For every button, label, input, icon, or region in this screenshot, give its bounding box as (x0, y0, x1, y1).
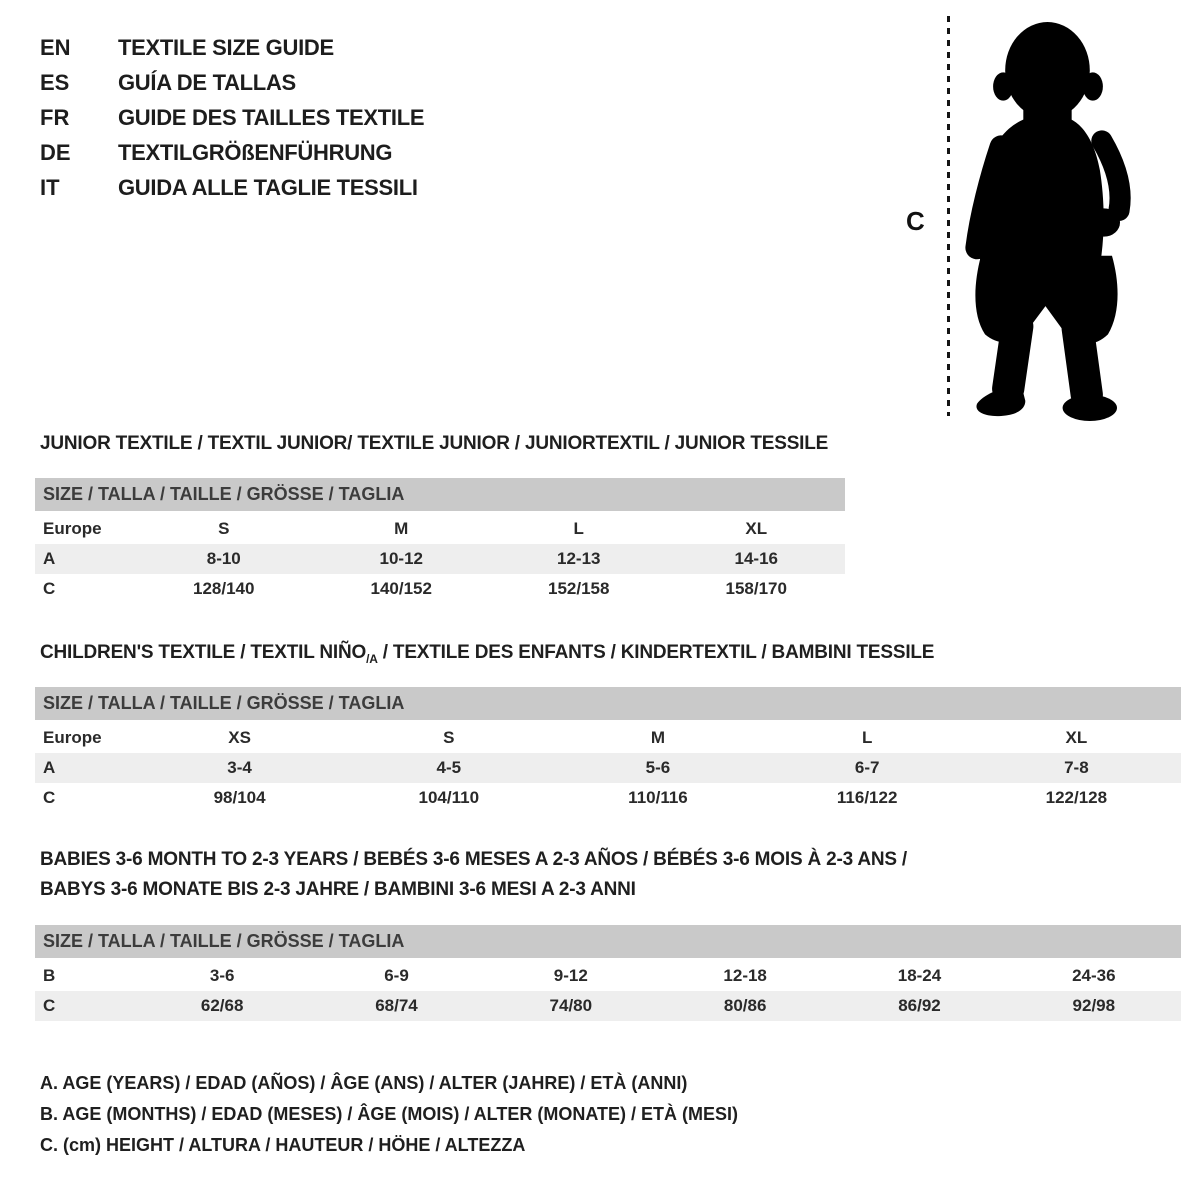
table-cell: S (443, 728, 455, 747)
table-row: Europe XS S M L XL (35, 723, 1181, 753)
table-cell: 5-6 (553, 753, 763, 783)
babies-size-table: SIZE / TALLA / TAILLE / GRÖSSE / TAGLIA … (35, 925, 1181, 1021)
table-cell: 12-13 (490, 544, 668, 574)
table-cell: 6-7 (762, 753, 972, 783)
table-cell: 68/74 (309, 991, 484, 1021)
table-cell: 62/68 (135, 991, 310, 1021)
table-cell: L (573, 519, 584, 538)
table-cell: 98/104 (213, 788, 266, 807)
table-cell: 74/80 (483, 991, 658, 1021)
table-cell: XL (745, 519, 768, 538)
table-cell: A (35, 753, 135, 783)
table-cell: 18-24 (897, 966, 942, 985)
table-row: C 128/140 140/152 152/158 158/170 (35, 574, 845, 604)
table-cell: XL (1065, 728, 1088, 747)
legend-line-age-years: A. AGE (YEARS) / EDAD (AÑOS) / ÂGE (ANS)… (40, 1073, 688, 1093)
table-cell: 24-36 (1072, 966, 1116, 985)
section-title-text: CHILDREN'S TEXTILE / TEXTIL NIÑO (40, 642, 367, 663)
table-cell: 10-12 (312, 544, 490, 574)
table-row: A 3-4 4-5 5-6 6-7 7-8 (35, 753, 1181, 783)
section-title-children: CHILDREN'S TEXTILE / TEXTIL NIÑO/A / TEX… (40, 642, 934, 666)
table-header-band: SIZE / TALLA / TAILLE / GRÖSSE / TAGLIA (35, 478, 845, 514)
section-title-line: BABYS 3-6 MONATE BIS 2-3 JAHRE / BAMBINI… (40, 879, 636, 900)
table-row: B 3-6 6-9 9-12 12-18 18-24 24-36 (35, 961, 1181, 991)
table-cell: 116/122 (836, 788, 898, 807)
table-cell: 86/92 (832, 991, 1007, 1021)
table-cell: 122/128 (1045, 788, 1108, 807)
language-title: GUÍA DE TALLAS (118, 70, 296, 95)
language-title: GUIDE DES TAILLES TEXTILE (118, 105, 425, 130)
table-header-band: SIZE / TALLA / TAILLE / GRÖSSE / TAGLIA (35, 925, 1181, 961)
table-cell: 6-9 (384, 966, 409, 985)
language-code: EN (40, 35, 71, 60)
table-cell: L (861, 728, 873, 747)
language-title: GUIDA ALLE TAGLIE TESSILI (118, 175, 418, 200)
table-cell: C (43, 788, 56, 807)
table-cell: Europe (43, 728, 102, 747)
table-cell: M (650, 728, 666, 747)
table-cell: C (35, 991, 135, 1021)
language-row: DE TEXTILGRÖßENFÜHRUNG (40, 135, 424, 170)
language-code: ES (40, 70, 70, 95)
section-title-babies: BABIES 3-6 MONTH TO 2-3 YEARS / BEBÉS 3-… (40, 845, 907, 905)
language-row: EN TEXTILE SIZE GUIDE (40, 30, 424, 65)
children-size-table: SIZE / TALLA / TAILLE / GRÖSSE / TAGLIA … (35, 687, 1181, 813)
height-dashed-line (947, 16, 950, 416)
table-header-band: SIZE / TALLA / TAILLE / GRÖSSE / TAGLIA (35, 687, 1181, 723)
language-row: IT GUIDA ALLE TAGLIE TESSILI (40, 170, 424, 205)
language-title: TEXTILE SIZE GUIDE (118, 35, 334, 60)
table-cell: 80/86 (657, 991, 833, 1021)
table-cell: C (43, 579, 56, 598)
table-cell: 3-6 (209, 966, 235, 985)
table-cell: B (43, 966, 56, 985)
language-code: IT (40, 175, 60, 200)
table-cell: 110/116 (628, 788, 688, 807)
language-title: TEXTILGRÖßENFÜHRUNG (118, 140, 393, 165)
table-row: C 62/68 68/74 74/80 80/86 86/92 92/98 (35, 991, 1181, 1021)
table-cell: 4-5 (344, 753, 554, 783)
language-row: ES GUÍA DE TALLAS (40, 65, 424, 100)
table-cell: 12-18 (723, 966, 767, 985)
table-cell: 8-10 (135, 544, 313, 574)
toddler-silhouette (965, 22, 1131, 421)
table-cell: 152/158 (548, 579, 610, 598)
table-row: C 98/104 104/110 110/116 116/122 122/128 (35, 783, 1181, 813)
section-title-junior: JUNIOR TEXTILE / TEXTIL JUNIOR/ TEXTILE … (40, 433, 829, 454)
table-cell: 3-4 (135, 753, 345, 783)
table-header-label: SIZE / TALLA / TAILLE / GRÖSSE / TAGLIA (35, 925, 1181, 961)
table-cell: S (218, 519, 230, 538)
table-cell: 140/152 (370, 579, 432, 598)
table-cell: 128/140 (193, 579, 255, 598)
table-cell: 7-8 (971, 753, 1181, 783)
table-cell: 104/110 (418, 788, 480, 807)
junior-size-table: SIZE / TALLA / TAILLE / GRÖSSE / TAGLIA … (35, 478, 845, 604)
table-cell: A (35, 544, 135, 574)
table-header-label: SIZE / TALLA / TAILLE / GRÖSSE / TAGLIA (35, 687, 1181, 723)
language-code: DE (40, 140, 71, 165)
table-cell: 9-12 (553, 966, 588, 985)
table-row: A 8-10 10-12 12-13 14-16 (35, 544, 845, 574)
table-cell: 92/98 (1006, 991, 1181, 1021)
table-cell: M (394, 519, 409, 538)
table-cell: Europe (43, 519, 102, 538)
language-title-list: EN TEXTILE SIZE GUIDE ES GUÍA DE TALLAS … (40, 30, 425, 205)
height-measure-label: C (906, 206, 925, 236)
section-title-subscript: /A (366, 651, 378, 666)
legend-line-height: C. (cm) HEIGHT / ALTURA / HAUTEUR / HÖHE… (40, 1135, 526, 1155)
table-cell: 158/170 (725, 579, 787, 598)
table-row: Europe S M L XL (35, 514, 845, 544)
language-code: FR (40, 105, 70, 130)
language-row: FR GUIDE DES TAILLES TEXTILE (40, 100, 425, 135)
table-cell: 14-16 (667, 544, 845, 574)
legend-line-age-months: B. AGE (MONTHS) / EDAD (MESES) / ÂGE (MO… (40, 1104, 738, 1124)
legend: A. AGE (YEARS) / EDAD (AÑOS) / ÂGE (ANS)… (40, 1068, 738, 1161)
table-cell: XS (228, 728, 251, 747)
table-header-label: SIZE / TALLA / TAILLE / GRÖSSE / TAGLIA (35, 478, 845, 514)
section-title-text: / TEXTILE DES ENFANTS / KINDERTEXTIL / B… (377, 642, 935, 663)
section-title-line: BABIES 3-6 MONTH TO 2-3 YEARS / BEBÉS 3-… (40, 849, 908, 870)
